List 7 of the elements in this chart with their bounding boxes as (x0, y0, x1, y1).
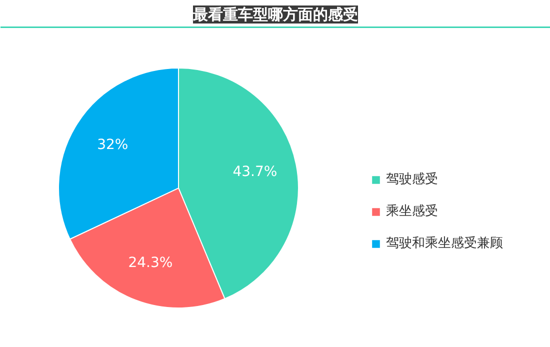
legend-label: 驾驶感受 (386, 171, 438, 188)
legend-label: 乘坐感受 (386, 203, 438, 220)
chart-title: 最看重车型哪方面的感受 (192, 6, 358, 24)
data-label: 43.7% (232, 164, 278, 180)
data-label: 32% (97, 137, 128, 154)
legend-label: 驾驶和乘坐感受兼顾 (386, 235, 503, 252)
data-label: 24.3% (128, 254, 173, 271)
